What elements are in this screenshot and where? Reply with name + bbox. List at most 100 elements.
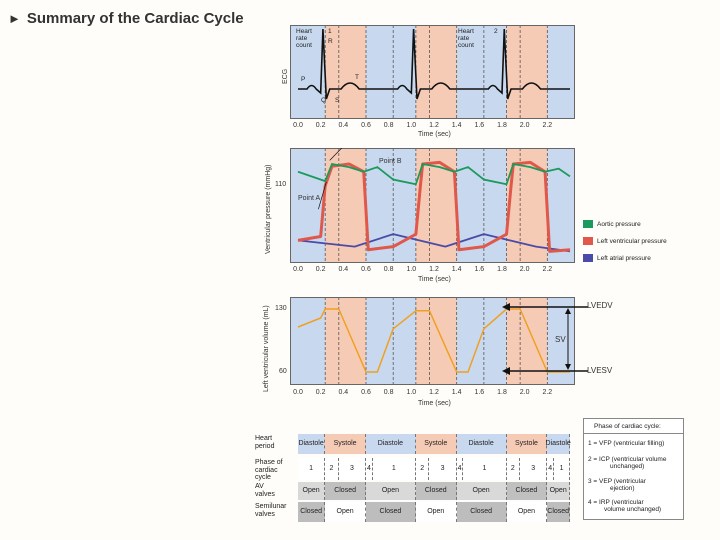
- table-cell: Open: [415, 502, 457, 522]
- table-cell: Open: [325, 502, 366, 522]
- page-title: ► Summary of the Cardiac Cycle: [8, 10, 244, 27]
- table-cell: 4: [547, 458, 555, 480]
- heart-rate-count-2: Heart rate count: [458, 28, 474, 49]
- table-cell: Closed: [415, 482, 457, 500]
- time-tick-label: 1.0: [406, 122, 417, 129]
- phase-item-1-text: VFP (ventricular filling): [599, 440, 665, 447]
- time-tick-label: 0.2: [315, 122, 326, 129]
- time-tick-label: 1.0: [406, 266, 417, 273]
- time-tick-label: 0.6: [361, 122, 371, 129]
- table-cell: 2: [325, 458, 339, 480]
- table-row-label: Heart period: [255, 435, 275, 450]
- sv-label: SV: [555, 335, 566, 344]
- panel-border: [290, 25, 575, 119]
- sv-arrowhead-up-icon: [565, 308, 571, 314]
- time-tick-label: 0.4: [338, 266, 349, 273]
- sv-arrowhead-down-icon: [565, 364, 571, 370]
- pressure-ylabel: Ventricular pressure (mmHg): [265, 164, 272, 254]
- pressure-ytick-110: 110: [275, 181, 287, 188]
- phase-item-4-text: IRP (ventricular: [599, 499, 644, 506]
- volume-ytick-60: 60: [279, 368, 287, 375]
- table-cell: 1: [554, 458, 570, 480]
- systole-band: [415, 297, 457, 385]
- hr2-number: 2: [494, 28, 498, 35]
- table-cell: Diastole: [456, 434, 507, 454]
- table-row-label: AV valves: [255, 483, 275, 498]
- time-tick-label: 0.0: [293, 266, 303, 273]
- phase-item-3-num: 3 =: [588, 478, 598, 485]
- table-row-label: Phase of cardiac cycle: [255, 459, 283, 481]
- phases-box-title: Phase of cardiac cycle:: [594, 423, 661, 430]
- phase-item-1: 1 = VFP (ventricular filling): [588, 440, 664, 447]
- hr2-word3: count: [458, 42, 474, 49]
- phase-item-2-sub: unchanged): [610, 463, 645, 470]
- lvesv-arrowhead-icon: [502, 367, 510, 375]
- legend-label-lv: Left ventricular pressure: [597, 237, 667, 245]
- point-b-label: Point B: [379, 158, 402, 165]
- table-cell: Closed: [506, 482, 548, 500]
- legend-label-aortic: Aortic pressure: [597, 220, 641, 228]
- hr2-word2: rate: [458, 35, 470, 42]
- ecg-time-ticks: 0.0 0.2 0.4 0.6 0.8 1.0 1.2 1.4 1.6 1.8 2.0 2.2: [290, 122, 575, 132]
- systole-band: [506, 25, 548, 119]
- lvesv-label: LVESV: [587, 366, 613, 375]
- phases-box: Phase of cardiac cycle: 1 = VFP (ventric…: [583, 418, 684, 520]
- time-tick-label: 0.0: [293, 389, 303, 396]
- table-cell: Systole: [325, 434, 366, 454]
- volume-ylabel: Left ventricular volume (mL): [263, 305, 270, 392]
- table-cell: 4: [366, 458, 373, 480]
- time-tick-label: 0.2: [315, 266, 326, 273]
- table-cell: 2: [506, 458, 521, 480]
- time-tick-label: 1.2: [429, 389, 439, 396]
- pressure-legend: Aortic pressure Left ventricular pressur…: [583, 220, 667, 262]
- time-tick-label: 1.8: [497, 266, 507, 273]
- legend-swatch-lv: [583, 237, 593, 245]
- time-tick-label: 0.6: [361, 389, 371, 396]
- phase-item-1-num: 1 =: [588, 440, 598, 447]
- time-tick-label: 1.0: [406, 389, 417, 396]
- time-tick-label: 2.2: [542, 122, 553, 129]
- left-ventricular-volume-line: [297, 308, 570, 373]
- table-cell: Open: [366, 482, 416, 500]
- pressure-chart: [290, 140, 575, 263]
- volume-time-ticks: 0.0 0.2 0.4 0.6 0.8 1.0 1.2 1.4 1.6 1.8 2.0 2.2: [290, 389, 575, 399]
- hr1-word2: rate: [296, 35, 308, 42]
- table-cell: 4: [456, 458, 464, 480]
- aortic-pressure-line: [297, 163, 571, 186]
- phase-item-3: 3 = VEP (ventricular ejection): [588, 478, 646, 492]
- time-tick-label: 1.2: [429, 122, 439, 129]
- table-cell: Open: [506, 502, 548, 522]
- table-cell: 3: [338, 458, 366, 480]
- legend-aortic: Aortic pressure: [583, 220, 667, 228]
- heart-rate-count-1: Heart rate count: [296, 28, 312, 49]
- table-cell: Closed: [366, 502, 416, 522]
- phase-item-4-num: 4 =: [588, 499, 598, 506]
- point-a-label: Point A: [298, 195, 321, 202]
- ecg-label-t: T: [355, 74, 359, 81]
- time-tick-label: 1.2: [429, 266, 439, 273]
- time-tick-label: 1.4: [451, 122, 462, 129]
- lvedv-arrowhead-icon: [502, 303, 510, 311]
- time-tick-label: 0.8: [383, 389, 394, 396]
- table-cell: Open: [456, 482, 507, 500]
- table-cell: Closed: [325, 482, 366, 500]
- time-tick-label: 0.6: [361, 266, 371, 273]
- time-tick-label: 1.8: [497, 122, 507, 129]
- ecg-label-r: R: [328, 38, 333, 45]
- ecg-label-p: P: [301, 76, 306, 83]
- table-cell: Closed: [456, 502, 507, 522]
- sv-annotation: [502, 303, 588, 375]
- time-tick-label: 0.8: [383, 266, 394, 273]
- systole-band: [415, 25, 457, 119]
- table-cell: Closed: [547, 502, 570, 522]
- ecg-label-s: S: [335, 97, 340, 104]
- point-a-leader: [318, 181, 327, 210]
- table-cell: Open: [298, 482, 326, 500]
- time-tick-label: 0.0: [293, 122, 303, 129]
- left-atrial-pressure-line: [297, 233, 571, 253]
- table-cell: 1: [372, 458, 416, 480]
- ecg-ylabel: ECG: [282, 68, 289, 84]
- hr1-word1: Heart: [296, 28, 312, 35]
- legend-swatch-la: [583, 254, 593, 262]
- table-cell: Diastole: [298, 434, 326, 454]
